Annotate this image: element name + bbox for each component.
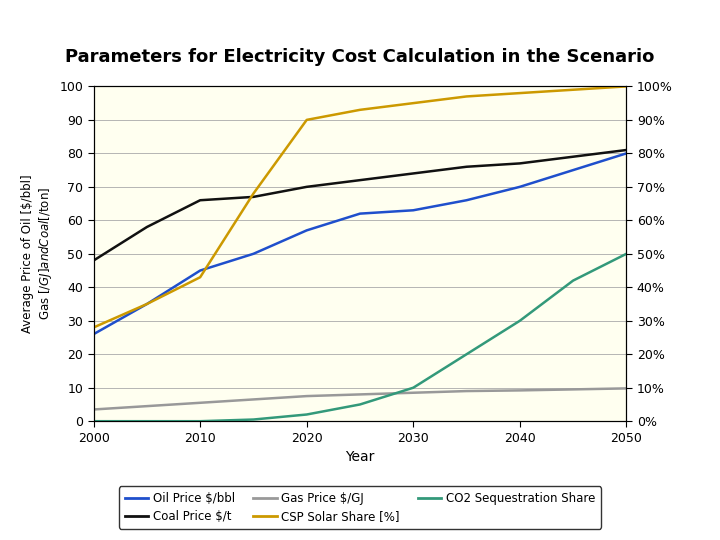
CO2 Sequestration Share xyxy=(196,418,204,424)
Coal Price $/t xyxy=(516,160,524,167)
CO2 Sequestration Share xyxy=(569,278,577,284)
Coal Price $/t xyxy=(409,170,418,177)
CO2 Sequestration Share xyxy=(516,318,524,324)
CSP Solar Share [%] xyxy=(89,324,98,330)
CSP Solar Share [%] xyxy=(516,90,524,96)
Gas Price $/GJ xyxy=(249,396,258,403)
Gas Price $/GJ xyxy=(196,400,204,406)
CO2 Sequestration Share xyxy=(462,351,471,357)
Oil Price $/bbl xyxy=(516,184,524,190)
Line: Coal Price $/t: Coal Price $/t xyxy=(94,150,626,260)
CSP Solar Share [%] xyxy=(409,100,418,106)
Oil Price $/bbl xyxy=(462,197,471,204)
CSP Solar Share [%] xyxy=(143,301,151,307)
Coal Price $/t xyxy=(462,164,471,170)
Oil Price $/bbl xyxy=(356,211,364,217)
CSP Solar Share [%] xyxy=(196,274,204,280)
Oil Price $/bbl xyxy=(196,267,204,274)
CO2 Sequestration Share xyxy=(249,416,258,423)
Gas Price $/GJ xyxy=(302,393,311,400)
Oil Price $/bbl xyxy=(569,167,577,173)
Line: Gas Price $/GJ: Gas Price $/GJ xyxy=(94,388,626,409)
CSP Solar Share [%] xyxy=(249,190,258,197)
CO2 Sequestration Share xyxy=(302,411,311,418)
Oil Price $/bbl xyxy=(143,301,151,307)
CO2 Sequestration Share xyxy=(409,384,418,391)
Line: CO2 Sequestration Share: CO2 Sequestration Share xyxy=(94,254,626,421)
Gas Price $/GJ xyxy=(569,386,577,393)
CO2 Sequestration Share xyxy=(143,418,151,424)
Oil Price $/bbl xyxy=(302,227,311,234)
Oil Price $/bbl xyxy=(89,331,98,338)
Y-axis label: Average Price of Oil [$/bbl]
Gas [$/GJ] and Coal [$/ton]: Average Price of Oil [$/bbl] Gas [$/GJ] … xyxy=(22,174,54,333)
Coal Price $/t xyxy=(249,194,258,200)
Oil Price $/bbl xyxy=(622,150,631,157)
CO2 Sequestration Share xyxy=(356,401,364,408)
Coal Price $/t xyxy=(143,224,151,230)
Line: CSP Solar Share [%]: CSP Solar Share [%] xyxy=(94,86,626,327)
Coal Price $/t xyxy=(622,147,631,153)
Coal Price $/t xyxy=(89,257,98,264)
Gas Price $/GJ xyxy=(356,391,364,397)
Gas Price $/GJ xyxy=(89,406,98,413)
Gas Price $/GJ xyxy=(462,388,471,394)
Gas Price $/GJ xyxy=(516,387,524,394)
Coal Price $/t xyxy=(302,184,311,190)
Coal Price $/t xyxy=(356,177,364,184)
CSP Solar Share [%] xyxy=(356,106,364,113)
Text: Parameters for Electricity Cost Calculation in the Scenario: Parameters for Electricity Cost Calculat… xyxy=(66,48,654,66)
Coal Price $/t xyxy=(196,197,204,204)
CSP Solar Share [%] xyxy=(569,86,577,93)
CSP Solar Share [%] xyxy=(462,93,471,100)
Gas Price $/GJ xyxy=(409,389,418,396)
Oil Price $/bbl xyxy=(249,251,258,257)
Coal Price $/t xyxy=(569,153,577,160)
X-axis label: Year: Year xyxy=(346,450,374,464)
CO2 Sequestration Share xyxy=(622,251,631,257)
CSP Solar Share [%] xyxy=(622,83,631,90)
Gas Price $/GJ xyxy=(622,385,631,392)
Legend: Oil Price $/bbl, Coal Price $/t, Gas Price $/GJ, CSP Solar Share [%], CO2 Seques: Oil Price $/bbl, Coal Price $/t, Gas Pri… xyxy=(119,486,601,529)
Oil Price $/bbl xyxy=(409,207,418,213)
Gas Price $/GJ xyxy=(143,403,151,409)
CSP Solar Share [%] xyxy=(302,117,311,123)
Line: Oil Price $/bbl: Oil Price $/bbl xyxy=(94,153,626,334)
CO2 Sequestration Share xyxy=(89,418,98,424)
